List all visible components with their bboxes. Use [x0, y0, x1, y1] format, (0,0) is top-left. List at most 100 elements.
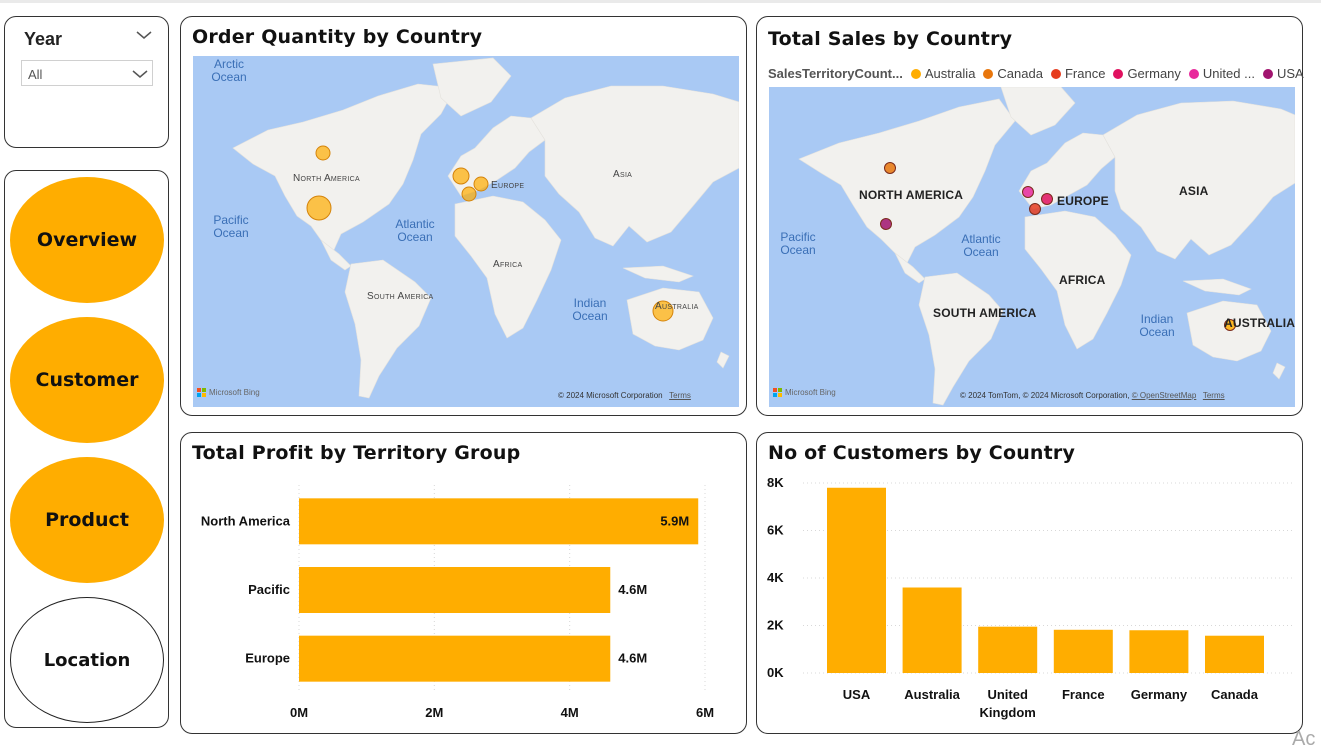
asia-label: ASIA: [1179, 184, 1209, 198]
europe-label: Europe: [491, 180, 525, 191]
customers-chart-title: No of Customers by Country: [768, 442, 1076, 464]
point-australia: [1224, 319, 1236, 331]
order-quantity-map-card: Order Quantity by Country: [180, 16, 747, 416]
world-map-graphic-2: [798, 87, 1295, 406]
bubble-uk: [452, 167, 470, 185]
point-canada: [884, 162, 896, 174]
arctic-ocean-label: Arctic Ocean: [211, 57, 247, 84]
customers-bar[interactable]: [1053, 629, 1113, 673]
customers-bar[interactable]: [1129, 630, 1189, 673]
map1-title: Order Quantity by Country: [192, 26, 483, 48]
data-label: 5.9M: [660, 513, 689, 528]
profit-bar[interactable]: [299, 635, 611, 682]
y-tick-label: 2K: [767, 618, 784, 633]
bing-attribution: Microsoft Bing: [197, 388, 260, 397]
south-america-label: South America: [367, 291, 434, 302]
data-label: 4.6M: [618, 582, 647, 597]
nav-panel: Overview Customer Product Location: [4, 170, 169, 728]
legend-australia: Australia: [924, 66, 976, 81]
pacific-ocean-label: Pacific Ocean: [213, 213, 249, 240]
pacific-ocean-label: Pacific Ocean: [780, 230, 816, 257]
map-credit: © 2024 TomTom, © 2024 Microsoft Corporat…: [960, 391, 1225, 400]
bubble-germany: [473, 176, 489, 192]
terms-link[interactable]: Terms: [1202, 391, 1225, 400]
category-label: Pacific: [248, 582, 290, 597]
north-america-label: North America: [293, 173, 360, 184]
product-button[interactable]: Product: [10, 457, 164, 583]
overview-button[interactable]: Overview: [10, 177, 164, 303]
australia-label: Australia: [655, 301, 699, 312]
customers-bar[interactable]: [1205, 635, 1264, 673]
atlantic-ocean-label: Atlantic Ocean: [961, 232, 1001, 259]
y-tick-label: 4K: [767, 570, 784, 585]
africa-label: Africa: [493, 259, 523, 270]
point-usa: [880, 218, 892, 230]
profit-bar-chart[interactable]: 0M 2M 4M 6M North America 5.9M Pacific 4.6M Euro…: [181, 433, 746, 733]
category-label: United: [987, 687, 1028, 702]
year-dropdown[interactable]: All: [21, 60, 153, 86]
legend-united: United ...: [1202, 66, 1255, 81]
africa-label: AFRICA: [1059, 273, 1106, 287]
bubble-australia: [652, 300, 674, 322]
terms-link[interactable]: Terms: [669, 391, 691, 400]
legend-usa-swatch: [1262, 68, 1273, 79]
legend-france: France: [1064, 66, 1106, 81]
indian-ocean-label: Indian Ocean: [572, 296, 608, 323]
europe-label: EUROPE: [1057, 194, 1109, 208]
customers-bar[interactable]: [978, 626, 1038, 673]
year-slicer[interactable]: Year All: [4, 16, 169, 148]
total-sales-map[interactable]: Pacific Ocean Atlantic Ocean Indian Ocea…: [769, 87, 1295, 407]
y-tick-label: 0K: [767, 665, 784, 680]
legend-australia-swatch: [910, 68, 921, 79]
collapse-chevron-icon[interactable]: [136, 26, 152, 45]
point-france: [1029, 203, 1041, 215]
customers-chart-card: No of Customers by Country 0K 2K 4K 6K 8K USA…: [756, 432, 1303, 734]
legend-usa: USA: [1276, 66, 1304, 81]
legend-germany: Germany: [1127, 66, 1181, 81]
category-label: France: [1062, 687, 1105, 702]
legend-united-swatch: [1188, 68, 1199, 79]
atlantic-ocean-label: Atlantic Ocean: [395, 217, 435, 244]
data-label: 4.6M: [618, 651, 647, 666]
legend-title: SalesTerritoryCount...: [768, 66, 903, 81]
sales-legend: SalesTerritoryCount... Australia Canada …: [768, 66, 1304, 81]
category-label: Canada: [1211, 687, 1259, 702]
customers-bar[interactable]: [827, 487, 886, 673]
profit-bar[interactable]: [299, 498, 699, 545]
category-label: USA: [843, 687, 871, 702]
category-label: Germany: [1131, 687, 1188, 702]
map-credit: © 2024 Microsoft Corporation Terms: [558, 391, 691, 400]
north-america-label: NORTH AMERICA: [859, 188, 964, 202]
legend-france-swatch: [1050, 68, 1061, 79]
profit-bar[interactable]: [299, 567, 611, 613]
category-label: Europe: [245, 651, 290, 666]
order-quantity-map[interactable]: Arctic Ocean Pacific Ocean Atlantic Ocea…: [193, 56, 739, 407]
chevron-down-icon: [132, 68, 148, 84]
y-tick-label: 6K: [767, 523, 784, 538]
map2-title: Total Sales by Country: [768, 28, 1013, 50]
point-germany: [1041, 193, 1053, 205]
customer-button[interactable]: Customer: [10, 317, 164, 443]
slicer-title: Year: [24, 29, 63, 49]
profit-chart-card: Total Profit by Territory Group 0M 2M 4M 6M…: [180, 432, 747, 734]
legend-germany-swatch: [1113, 68, 1124, 79]
asia-label: Asia: [613, 169, 633, 180]
legend-canada-swatch: [983, 68, 994, 79]
y-tick-label: 8K: [767, 475, 784, 490]
customers-column-chart[interactable]: 0K 2K 4K 6K 8K USA Australia United Kingdom Franc…: [757, 433, 1302, 733]
category-label: North America: [201, 513, 291, 528]
activate-watermark: Ac: [1292, 728, 1316, 747]
x-tick-label: 6M: [696, 705, 714, 720]
bubble-canada: [315, 145, 331, 161]
x-tick-label: 0M: [290, 705, 308, 720]
category-label: Australia: [904, 687, 960, 702]
location-button[interactable]: Location: [10, 597, 164, 723]
osm-link[interactable]: © OpenStreetMap: [1131, 391, 1197, 400]
australia-label: AUSTRALIA: [1224, 316, 1295, 330]
bing-attribution: Microsoft Bing: [773, 388, 836, 397]
total-sales-map-card: Total Sales by Country SalesTerritoryCou…: [756, 16, 1304, 416]
top-edge: [0, 0, 1321, 3]
south-america-label: SOUTH AMERICA: [933, 306, 1037, 320]
customers-bar[interactable]: [902, 587, 962, 674]
world-map-graphic: [232, 57, 739, 399]
